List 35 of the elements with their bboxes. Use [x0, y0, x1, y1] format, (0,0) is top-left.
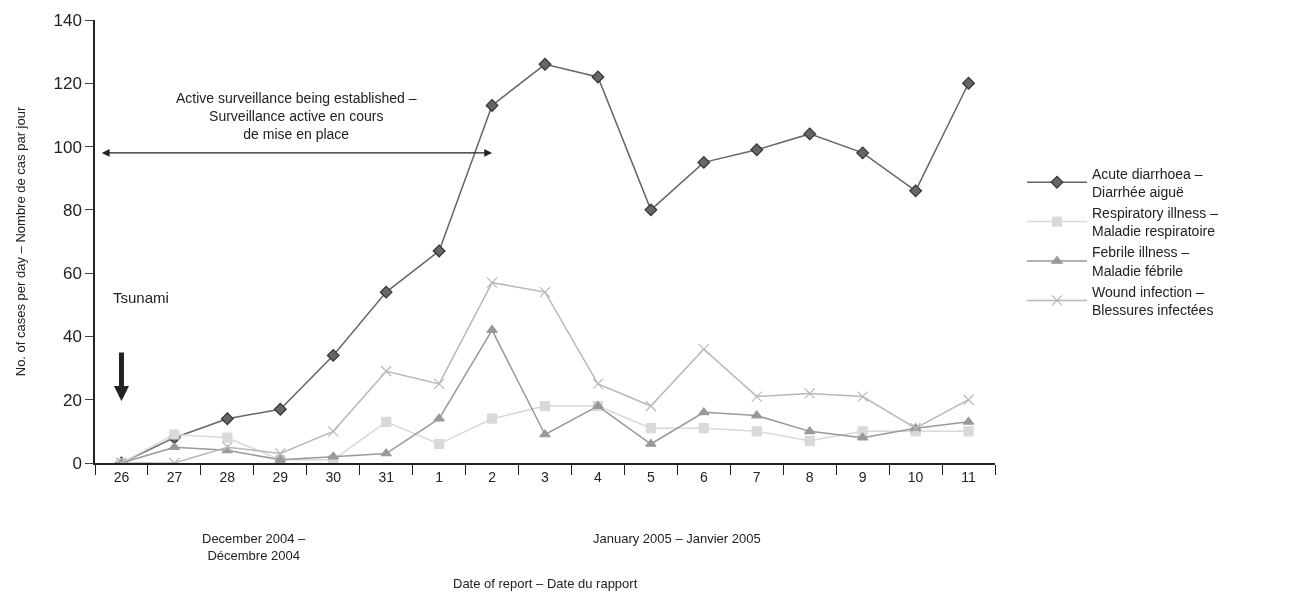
x-tick-label: 7 [752, 468, 761, 485]
annotation: Tsunami [113, 289, 169, 306]
x-tick-label: 6 [699, 468, 708, 485]
text: January 2005 – Janvier 2005 [593, 531, 761, 546]
x-tick-label: 28 [219, 468, 236, 485]
x-tick-label: 8 [805, 468, 814, 485]
y-tick-label: 140 [53, 10, 82, 30]
legend-label: Respiratory illness – Maladie respiratoire [1092, 204, 1219, 240]
legend-label: Acute diarrhoea – Diarrhée aiguë [1092, 165, 1203, 200]
y-tick-label: 0 [72, 453, 82, 473]
y-tick-label: 40 [62, 327, 82, 347]
x-tick-label: 30 [325, 468, 342, 485]
text: December 2004 – Décembre 2004 [202, 531, 307, 563]
y-tick-label: 80 [62, 200, 82, 220]
x-tick-label: 10 [907, 468, 924, 485]
x-tick-label: 11 [961, 468, 976, 485]
y-tick-label: 60 [62, 264, 82, 284]
y-tick-label: 120 [53, 74, 82, 94]
x-tick-label: 26 [113, 468, 130, 485]
x-tick-label: 31 [378, 468, 395, 485]
legend-label: Febrile illness – Maladie fébrile [1092, 244, 1190, 279]
x-tick-label: 9 [858, 468, 867, 485]
text: Date of report – Date du rapport [453, 576, 638, 591]
x-tick-label: 4 [594, 468, 603, 485]
x-tick-label: 1 [435, 468, 444, 485]
x-tick-label: 5 [646, 468, 655, 485]
x-tick-label: 29 [272, 468, 289, 485]
annotation: Active surveillance being established – Surveillance active en cours de mise en place [176, 90, 417, 143]
legend-label: Wound infection – Blessures infectées [1092, 283, 1214, 318]
y-tick-label: 20 [62, 390, 82, 410]
x-tick-label: 27 [166, 468, 183, 485]
y-axis-title: No. of cases per day – Nombre de cas par jour [12, 106, 28, 377]
x-tick-label: 3 [541, 468, 550, 485]
y-tick-label: 100 [53, 137, 82, 157]
x-tick-label: 2 [488, 468, 497, 485]
